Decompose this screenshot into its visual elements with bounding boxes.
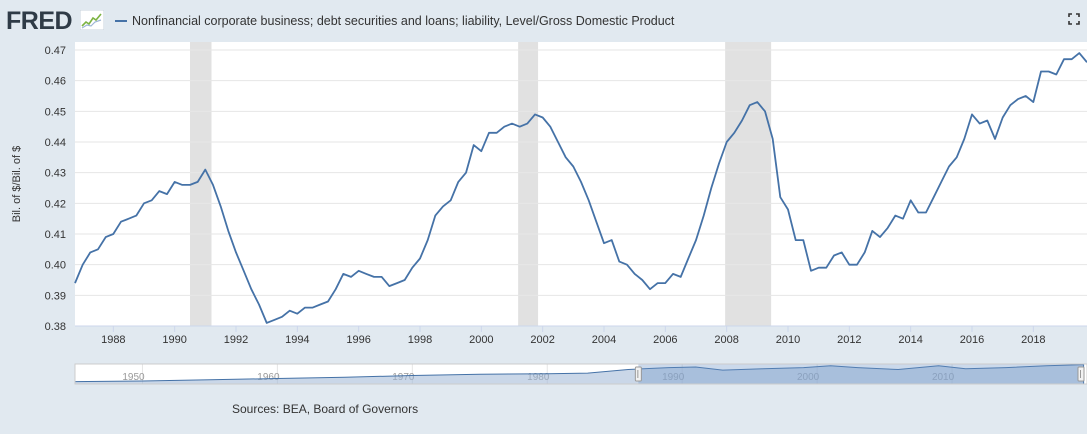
x-tick-label: 2006 — [653, 334, 677, 346]
x-tick-label: 1988 — [101, 334, 125, 346]
recession-shading — [190, 42, 772, 326]
y-tick-label: 0.40 — [45, 260, 66, 272]
x-tick-label: 2004 — [592, 334, 616, 346]
x-tick-label: 2008 — [714, 334, 738, 346]
legend-line-swatch — [115, 20, 127, 22]
recession-band — [518, 42, 539, 326]
y-tick-label: 0.44 — [45, 137, 66, 149]
legend-series-label[interactable]: Nonfinancial corporate business; debt se… — [132, 14, 675, 28]
x-tick-label: 1994 — [285, 334, 309, 346]
navigator-tick-label: 1960 — [257, 372, 280, 383]
fred-logo[interactable]: FRED — [6, 7, 73, 35]
y-tick-label: 0.47 — [45, 45, 66, 57]
navigator-outline — [74, 363, 1087, 385]
y-tick-label: 0.42 — [45, 198, 66, 210]
chart-header: FRED Nonfinancial corporate business; de… — [0, 0, 1087, 42]
y-tick-label: 0.43 — [45, 168, 66, 180]
x-tick-label: 2000 — [469, 334, 493, 346]
y-tick-label: 0.38 — [45, 321, 66, 333]
recession-band — [190, 42, 212, 326]
y-axis-label: Bil. of $/Bil. of $ — [11, 146, 23, 222]
x-tick-label: 2012 — [837, 334, 861, 346]
y-tick-label: 0.46 — [45, 76, 66, 88]
series-layer — [74, 52, 1087, 324]
x-tick-label: 1992 — [224, 334, 248, 346]
x-tick-label: 2018 — [1021, 334, 1045, 346]
x-tick-label: 2002 — [530, 334, 554, 346]
y-tick-label: 0.41 — [45, 229, 66, 241]
range-navigator[interactable]: 1950196019701980199020002010 — [74, 363, 1087, 385]
x-tick-label: 1998 — [408, 334, 432, 346]
series-line — [74, 52, 1087, 324]
expand-icon[interactable] — [1068, 13, 1080, 25]
y-axis-ticks: 0.38 0.39 0.40 0.41 0.42 0.43 0.44 0.45 0.46 0.47 — [45, 45, 66, 333]
x-tick-label: 2014 — [898, 334, 922, 346]
legend: Nonfinancial corporate business; debt se… — [115, 13, 674, 29]
source-note: Sources: BEA, Board of Governors — [232, 402, 419, 416]
y-tick-label: 0.39 — [45, 290, 66, 302]
x-axis-ticks: 1988 1990 1992 1994 1996 1998 2000 2002 2004 2006… — [75, 325, 1087, 346]
x-tick-label: 1996 — [346, 334, 370, 346]
navigator-selection[interactable] — [638, 364, 1084, 384]
navigator-area — [74, 364, 1085, 385]
navigator-tick-label: 1950 — [122, 372, 145, 383]
recession-band — [725, 42, 772, 326]
x-tick-label: 2016 — [960, 334, 984, 346]
x-tick-label: 2010 — [776, 334, 800, 346]
x-tick-label: 1990 — [162, 334, 186, 346]
y-tick-label: 0.45 — [45, 106, 66, 118]
sparkline-icon — [80, 10, 104, 30]
